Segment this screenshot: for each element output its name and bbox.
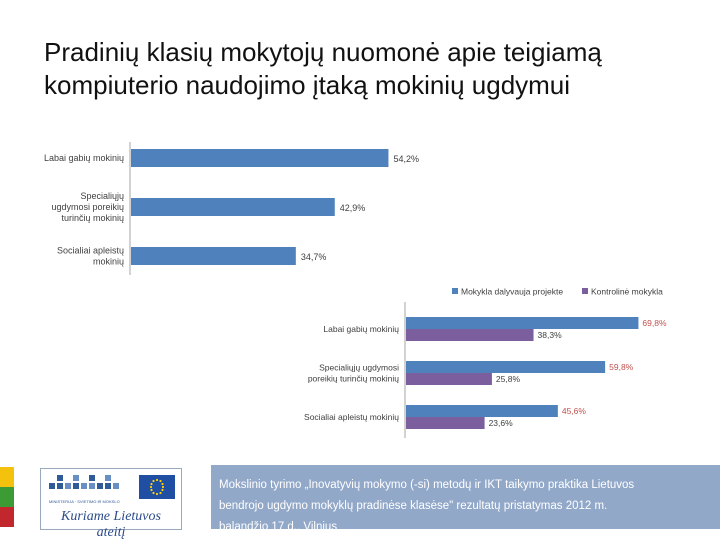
chart1-bar [131,198,335,216]
chart-overall: Labai gabių mokinių Specialiųjų ugdymosi p… [44,142,419,275]
page-title: Pradinių klasių mokytojų nuomonė apie te… [44,36,684,102]
legend-label-project: Mokykla dalyvauja projekte [461,287,563,297]
chart2-value-label-project: 59,8% [609,362,634,372]
chart2-category-label: Specialiųjų ugdymosi poreikių turinčių mo… [308,363,399,384]
slogan: Kuriame Lietuvos ateitį [61,509,161,540]
eu-flag-icon [139,475,175,499]
chart1-category-label: Socialiai apleistų mokinių [57,246,124,267]
legend-swatch-project [452,288,458,294]
chart2-bar-control [406,329,534,341]
chart2-value-label-control: 25,8% [496,374,521,384]
chart1-bar [131,247,296,265]
chart2-category-label: Socialiai apleistų mokinių [304,412,399,422]
chart1-bar [131,149,389,167]
chart1-category-label: Labai gabių mokinių [44,153,124,163]
title-line-2: kompiuterio naudojimo įtaką mokinių ugdy… [44,70,571,100]
chart2-bar-control [406,417,485,429]
chart1-value-label: 54,2% [393,154,419,164]
ministry-logo-text: MINISTERIJA · SVIETIMO IR MOKSLO [49,499,120,504]
study-info-box: Mokslinio tyrimo „Inovatyvių mokymo (-si… [211,465,720,533]
info-line-2: bendrojo ugdymo mokyklų pradinėse klasės… [219,500,608,512]
legend-swatch-control [582,288,588,294]
chart2-bar-control [406,373,492,385]
chart2-value-label-project: 45,6% [562,406,587,416]
chart2-value-label-project: 69,8% [642,318,667,328]
ministry-logo-icon [49,475,119,497]
info-line-1: Mokslinio tyrimo „Inovatyvių mokymo (-si… [219,479,635,491]
chart2-value-label-control: 38,3% [538,330,563,340]
legend-label-control: Kontrolinė mokykla [591,287,663,297]
chart2-value-label-control: 23,6% [489,418,514,428]
stripe-yellow [0,467,14,487]
chart2-category-label: Labai gabių mokinių [323,324,399,334]
stripe-green [0,487,14,507]
chart2-bar-project [406,317,639,329]
chart1-category-label: Specialiųjų ugdymosi poreikių turinčių mok… [51,191,124,223]
chart1-value-label: 42,9% [340,203,366,213]
chart1-value-label: 34,7% [301,252,327,262]
chart-comparison: Mokykla dalyvauja projekte Kontrolinė mok… [304,287,667,438]
stripe-red [0,507,14,527]
project-logo: MINISTERIJA · SVIETIMO IR MOKSLO Kuriame… [40,468,182,540]
chart2-bar-project [406,361,606,373]
title-line-1: Pradinių klasių mokytojų nuomonė apie te… [44,37,602,67]
info-line-3: balandžio 17 d., Vilnius [219,521,338,533]
chart2-bar-project [406,405,558,417]
